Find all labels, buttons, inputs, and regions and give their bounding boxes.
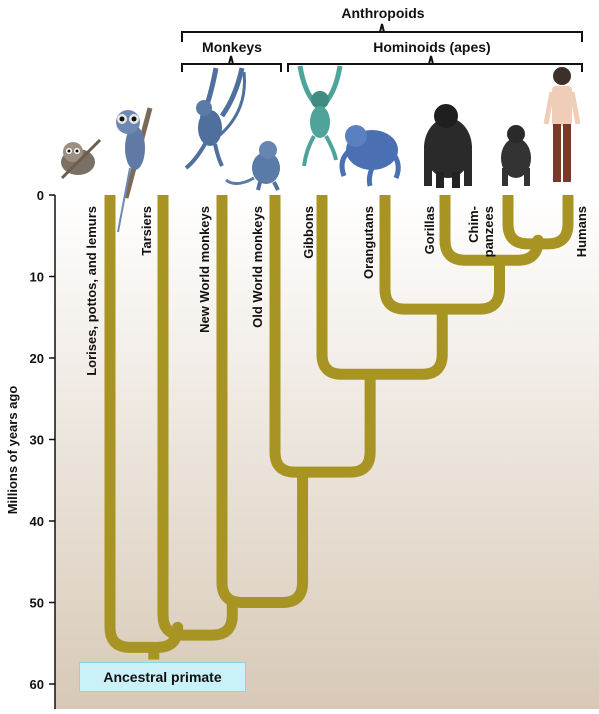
taxon-label: Old World monkeys: [250, 206, 265, 328]
y-tick-label: 60: [30, 677, 44, 692]
orangutan-icon: [339, 125, 401, 187]
y-tick-label: 50: [30, 596, 44, 611]
taxon-label: Gorillas: [422, 206, 437, 254]
taxon-label: Tarsiers: [139, 206, 154, 256]
y-tick-label: 20: [30, 351, 44, 366]
taxon-label: Lorises, pottos, and lemurs: [84, 206, 99, 376]
branch-gorillas: [439, 195, 544, 266]
tree-branches: [104, 195, 574, 660]
y-axis: 0 10 20 30 40 50 60: [30, 188, 56, 709]
loris-icon: [60, 138, 102, 180]
branch-gibbons: [316, 195, 448, 380]
gorilla-icon: [424, 104, 472, 188]
tarsier-icon: [116, 107, 153, 233]
chimpanzee-icon: [501, 125, 531, 186]
taxon-labels: Lorises, pottos, and lemurs Tarsiers New W…: [84, 206, 589, 376]
monkeys-label: Monkeys: [202, 39, 262, 55]
y-tick-label: 30: [30, 433, 44, 448]
taxon-label: Chim-: [466, 206, 481, 243]
taxon-label: New World monkeys: [197, 206, 212, 333]
gibbon-icon: [297, 65, 343, 167]
branch-lorises: [104, 195, 184, 653]
taxon-label: panzees: [481, 206, 496, 257]
taxon-label: Humans: [574, 206, 589, 257]
macaque-icon: [225, 141, 280, 191]
spider-monkey-icon: [184, 67, 246, 170]
monkeys-brace: [181, 55, 282, 72]
y-tick-label: 10: [30, 270, 44, 285]
anthropoids-brace: [181, 23, 583, 42]
hominoids-label: Hominoids (apes): [373, 39, 490, 55]
ancestral-primate-label: Ancestral primate: [79, 662, 246, 692]
hominoids-brace: [287, 55, 583, 72]
branch-old-world-hominoids: [269, 195, 376, 478]
y-tick-label: 0: [37, 188, 44, 203]
taxon-label: Gibbons: [301, 206, 316, 259]
branch-tarsiers: [157, 195, 238, 641]
anthropoids-label: Anthropoids: [341, 5, 424, 21]
y-tick-label: 40: [30, 514, 44, 529]
branch-new-world: [216, 195, 309, 608]
human-icon: [543, 67, 581, 182]
taxon-label: Orangutans: [361, 206, 376, 279]
y-axis-title: Millions of years ago: [5, 386, 20, 515]
